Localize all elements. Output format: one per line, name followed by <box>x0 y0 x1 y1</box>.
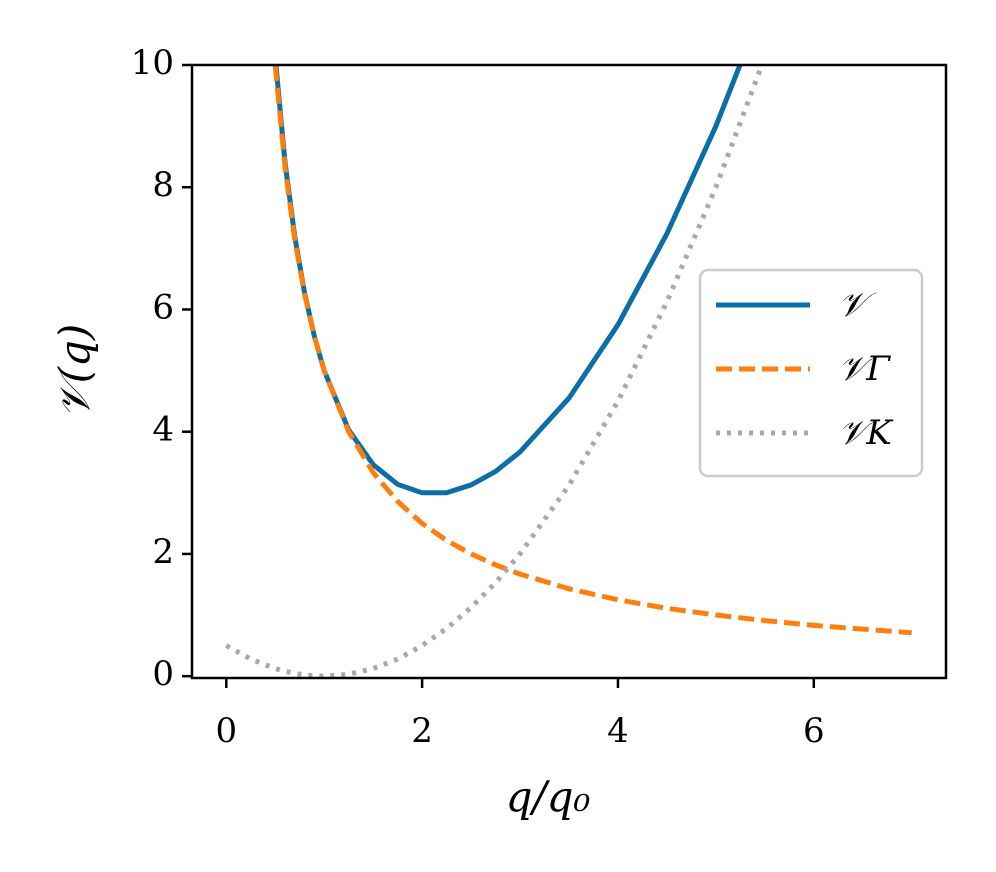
x-tick-label: 6 <box>803 711 825 751</box>
series-line <box>272 65 912 636</box>
y-axis-label: 𝒱(q) <box>50 324 99 419</box>
legend-label: 𝒱Γ <box>838 349 891 389</box>
legend-box <box>698 268 924 478</box>
x-tick-label: 2 <box>411 711 433 751</box>
y-tick-label: 10 <box>131 43 174 83</box>
y-tick-label: 0 <box>152 654 174 694</box>
x-tick-label: 0 <box>215 711 237 751</box>
y-tick-label: 8 <box>152 165 174 205</box>
legend-label: 𝒱K <box>838 413 894 453</box>
plot-frame <box>190 63 948 680</box>
series-line <box>225 65 765 678</box>
x-tick-label: 4 <box>607 711 629 751</box>
y-tick-label: 4 <box>152 410 174 450</box>
plot-area <box>225 65 912 678</box>
x-axis-label: q/q₀ <box>506 772 591 821</box>
y-tick-label: 6 <box>152 287 174 327</box>
y-tick-label: 2 <box>152 532 174 572</box>
